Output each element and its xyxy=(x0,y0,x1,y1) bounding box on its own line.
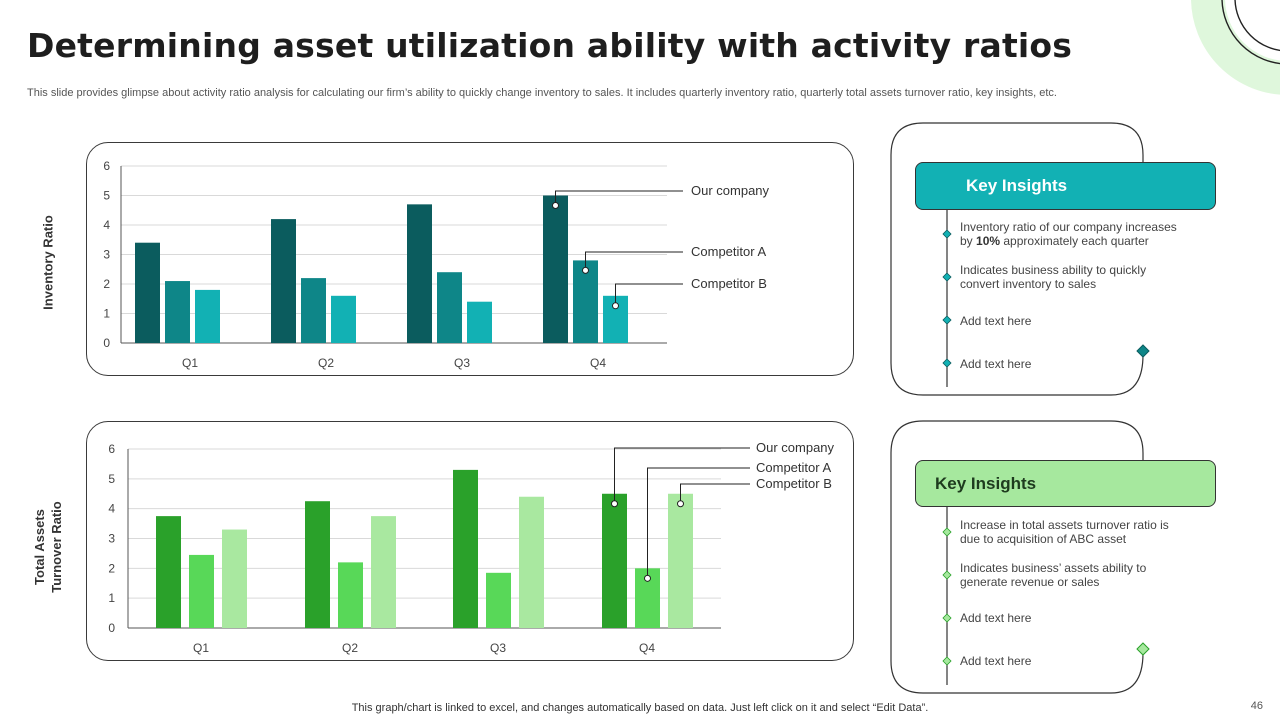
y-tick-label: 1 xyxy=(108,591,115,605)
bar xyxy=(467,301,492,343)
bullet-diamond-icon xyxy=(942,272,952,282)
x-tick-label: Q4 xyxy=(639,641,655,655)
y-tick-label: 4 xyxy=(103,218,110,232)
insight-text: approximately each quarter xyxy=(1000,234,1149,248)
callout-marker xyxy=(644,574,651,582)
insights-2-outline xyxy=(890,420,1150,694)
insights-1-header: Key Insights xyxy=(915,162,1216,210)
bullet-diamond-icon xyxy=(942,570,952,580)
bar xyxy=(371,516,396,628)
bar xyxy=(602,493,627,628)
x-tick-label: Q4 xyxy=(590,356,606,370)
bar xyxy=(189,554,214,628)
x-tick-label: Q2 xyxy=(318,356,334,370)
bar xyxy=(156,516,181,628)
y-tick-label: 6 xyxy=(108,442,115,456)
legend-label: Competitor A xyxy=(691,244,766,259)
diamond-marker-icon xyxy=(1136,344,1150,358)
callout-line xyxy=(647,467,750,579)
y-tick-label: 4 xyxy=(108,502,115,516)
callout-line xyxy=(680,483,750,504)
callout-line xyxy=(614,447,750,504)
insights-2-item-4: Add text here xyxy=(960,654,1032,668)
bar xyxy=(338,562,363,628)
callout-marker xyxy=(582,266,589,274)
bar xyxy=(331,295,356,343)
insights-1-outline xyxy=(890,122,1150,396)
callout-line xyxy=(585,251,683,271)
bar xyxy=(165,281,190,343)
bullet-diamond-icon xyxy=(942,613,952,623)
bar xyxy=(437,272,462,343)
bar xyxy=(573,260,598,343)
x-tick-label: Q2 xyxy=(342,641,358,655)
insights-2-header: Key Insights xyxy=(915,460,1216,507)
bar xyxy=(305,501,330,628)
y-tick-label: 6 xyxy=(103,159,110,173)
bar xyxy=(543,195,568,343)
callout-marker xyxy=(552,202,559,209)
insights-1-item-1: Inventory ratio of our company increases… xyxy=(960,220,1190,248)
page-title: Determining asset utilization ability wi… xyxy=(27,26,1073,65)
bar xyxy=(195,289,220,343)
bar xyxy=(407,204,432,343)
diamond-marker-icon xyxy=(1136,642,1150,656)
legend-label: Our company xyxy=(691,183,770,198)
insights-2-item-3: Add text here xyxy=(960,611,1032,625)
ring-line-inner xyxy=(1234,0,1280,52)
bar xyxy=(271,219,296,343)
bar xyxy=(519,496,544,628)
bullet-diamond-icon xyxy=(942,527,952,537)
footer-note: This graph/chart is linked to excel, and… xyxy=(351,702,929,714)
bullet-diamond-icon xyxy=(942,358,952,368)
y-tick-label: 3 xyxy=(108,532,115,546)
legend-label: Competitor B xyxy=(691,276,767,291)
bar xyxy=(135,242,160,343)
callout-line xyxy=(555,190,683,206)
callout-line xyxy=(615,283,683,306)
bar xyxy=(668,493,693,628)
x-tick-label: Q3 xyxy=(454,356,470,370)
page-number: 46 xyxy=(1250,700,1263,712)
bullet-diamond-icon xyxy=(942,656,952,666)
y-tick-label: 0 xyxy=(108,621,115,635)
corner-ring-decoration xyxy=(1191,0,1280,95)
x-tick-label: Q3 xyxy=(490,641,506,655)
legend-label: Competitor B xyxy=(756,476,832,491)
y-tick-label: 5 xyxy=(108,472,115,486)
x-tick-label: Q1 xyxy=(193,641,209,655)
callout-marker xyxy=(612,302,619,310)
callout-marker xyxy=(677,500,684,508)
legend-label: Competitor A xyxy=(756,460,831,475)
bar xyxy=(453,469,478,628)
insights-1-item-3: Add text here xyxy=(960,314,1032,328)
x-tick-label: Q1 xyxy=(182,356,198,370)
bar xyxy=(222,529,247,628)
y-tick-label: 2 xyxy=(103,277,110,291)
insights-2-item-1: Increase in total assets turnover ratio … xyxy=(960,518,1169,546)
insight-text: Inventory ratio of our company increases… xyxy=(960,220,1177,248)
bar xyxy=(486,572,511,628)
y-tick-label: 3 xyxy=(103,248,110,262)
bullet-diamond-icon xyxy=(942,315,952,325)
legend-label: Our company xyxy=(756,440,835,455)
insight-bold-value: 10% xyxy=(976,234,1001,248)
insights-2-item-2: Indicates business’ assets ability to ge… xyxy=(960,561,1147,589)
insights-1-item-2: Indicates business ability to quickly co… xyxy=(960,263,1147,291)
insights-1-item-4: Add text here xyxy=(960,357,1032,371)
page-subtitle: This slide provides glimpse about activi… xyxy=(27,87,1057,99)
callout-marker xyxy=(611,500,618,508)
y-tick-label: 0 xyxy=(103,336,110,350)
y-tick-label: 5 xyxy=(103,189,110,203)
bullet-diamond-icon xyxy=(942,229,952,239)
bar xyxy=(301,278,326,343)
y-tick-label: 1 xyxy=(103,307,110,321)
y-tick-label: 2 xyxy=(108,561,115,575)
